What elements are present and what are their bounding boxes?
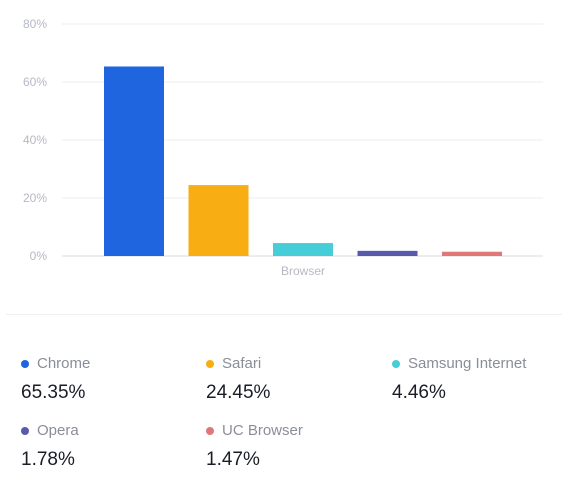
legend-value: 1.47%	[206, 449, 260, 470]
legend-item-uc-browser[interactable]: UC Browser 1.47%	[206, 422, 303, 471]
legend-label: Chrome	[37, 355, 91, 372]
y-tick-label: 0%	[30, 249, 48, 263]
y-axis: 0% 20% 40% 60% 80%	[23, 17, 47, 263]
legend-dot-icon	[21, 359, 29, 368]
x-axis-label: Browser	[281, 264, 325, 278]
legend-dot-icon	[392, 359, 400, 368]
y-tick-label: 20%	[23, 191, 47, 205]
y-tick-label: 80%	[23, 17, 47, 31]
legend-item-samsung-internet[interactable]: Samsung Internet 4.46%	[392, 355, 526, 404]
bar-uc-browser[interactable]	[442, 251, 502, 256]
legend-dot-icon	[206, 359, 214, 368]
y-tick-label: 60%	[23, 75, 47, 89]
bars	[104, 66, 502, 256]
bar-safari[interactable]	[188, 185, 249, 256]
y-tick-label: 40%	[23, 133, 47, 147]
legend-value: 65.35%	[21, 382, 86, 403]
legend-value: 1.78%	[21, 449, 75, 470]
legend-label: Samsung Internet	[408, 355, 527, 372]
legend-label: Safari	[222, 355, 262, 372]
divider	[6, 314, 562, 315]
bar-opera[interactable]	[357, 250, 418, 256]
legend-item-chrome[interactable]: Chrome 65.35%	[21, 355, 90, 404]
bar-samsung-internet[interactable]	[273, 243, 333, 256]
legend-item-opera[interactable]: Opera 1.78%	[21, 422, 79, 471]
legend-value: 24.45%	[206, 382, 271, 403]
legend-dot-icon	[21, 426, 29, 435]
legend-value: 4.46%	[392, 382, 446, 403]
legend-label: Opera	[37, 422, 79, 439]
legend-label: UC Browser	[222, 422, 303, 439]
bar-chart: 0% 20% 40% 60% 80% Browser	[23, 17, 543, 278]
legend-item-safari[interactable]: Safari 24.45%	[206, 355, 270, 404]
bar-chrome[interactable]	[104, 66, 164, 256]
legend-dot-icon	[206, 426, 214, 435]
